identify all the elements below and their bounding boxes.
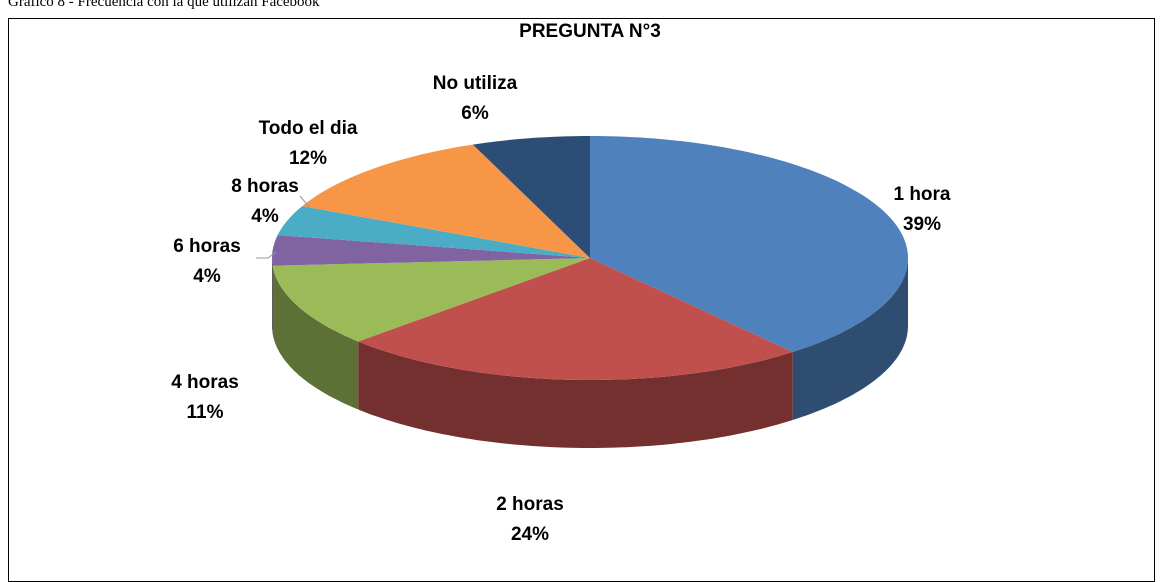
leader-line — [256, 251, 277, 259]
slice-side — [792, 258, 908, 420]
slice — [272, 235, 590, 266]
data-label-value: 11% — [187, 402, 224, 423]
slice-side — [272, 258, 273, 334]
data-label-name: 8 horas — [231, 176, 299, 197]
slice — [472, 136, 590, 258]
slice — [272, 258, 590, 342]
data-label-value: 39% — [903, 214, 941, 235]
caption: Gráfico 8 - Frecuencia con la que utiliz… — [8, 0, 320, 10]
data-label-name: 1 hora — [893, 184, 950, 205]
slice-side — [272, 265, 359, 410]
data-label-value: 6% — [461, 103, 489, 124]
data-label-value: 24% — [511, 524, 549, 545]
data-label-value: 4% — [251, 206, 279, 227]
slice — [302, 144, 590, 258]
slice — [590, 136, 908, 352]
data-label-name: 2 horas — [496, 494, 564, 515]
slice — [358, 258, 793, 380]
data-label-name: No utiliza — [433, 73, 518, 94]
slice-side — [358, 341, 793, 448]
data-label-name: 4 horas — [171, 372, 239, 393]
data-label-value: 4% — [193, 266, 221, 287]
data-label-value: 12% — [289, 148, 327, 169]
leader-line — [299, 195, 311, 209]
data-label-name: Todo el dia — [259, 118, 358, 139]
slice — [277, 206, 590, 258]
data-label-name: 6 horas — [173, 236, 241, 257]
chart-title: PREGUNTA N°3 — [519, 21, 661, 42]
